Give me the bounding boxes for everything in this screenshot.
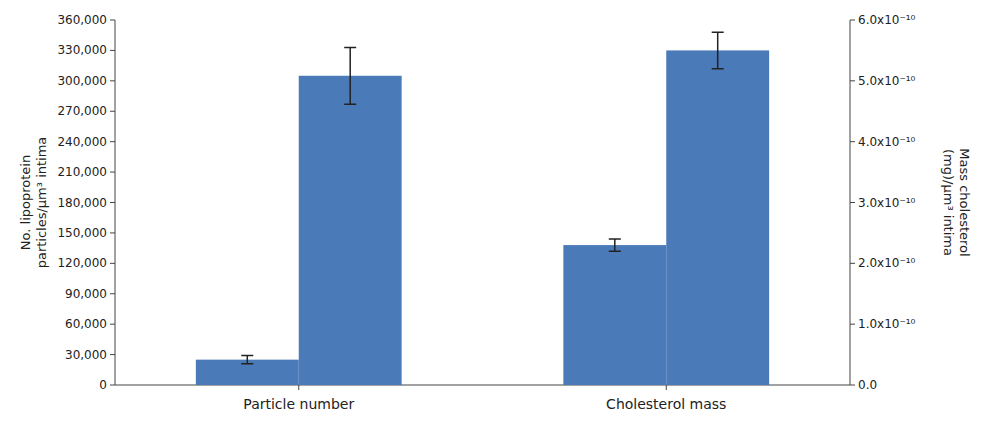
y-axis: 0 30,000 60,000 90,000 120,000 150,000 180,000… [57, 13, 115, 392]
y-tick-label: 0 [99, 378, 107, 392]
y2-tick [850, 324, 855, 325]
y2-tick-label: 1.0x10⁻¹⁰ [858, 317, 916, 331]
error-bar [712, 32, 724, 68]
y-tick [110, 385, 115, 386]
y2-tick-label: 2.0x10⁻¹⁰ [858, 256, 916, 270]
y2-axis-label: Mass cholesterol(mg)/μm³ intima [941, 148, 972, 256]
x-tick-label: Cholesterol mass [606, 396, 726, 412]
y2-tick [850, 20, 855, 21]
y-tick [110, 20, 115, 21]
y-tick-label: 270,000 [57, 104, 107, 118]
y-tick-label: 330,000 [57, 43, 107, 57]
y-tick [110, 232, 115, 233]
y2-tick-label: 0.0 [858, 378, 877, 392]
y-tick-label: 300,000 [57, 74, 107, 88]
y2-tick [850, 385, 855, 386]
y-tick [110, 202, 115, 203]
y-axis-label: No. lipoproteinparticles/μm³ intima [18, 137, 49, 269]
bar [563, 245, 666, 385]
x-tick [298, 385, 299, 390]
y-tick-label: 240,000 [57, 135, 107, 149]
y-tick [110, 141, 115, 142]
y2-axis-label-line: Mass cholesterol [957, 148, 972, 256]
y-axis-label-line: No. lipoprotein [18, 155, 33, 250]
y2-axis-label-line: (mg)/μm³ intima [941, 149, 956, 256]
chart: 0 30,000 60,000 90,000 120,000 150,000 180,000… [0, 0, 1001, 430]
y-tick [110, 80, 115, 81]
y2-tick [850, 141, 855, 142]
y2-tick-label: 6.0x10⁻¹⁰ [858, 13, 916, 27]
y-tick [110, 111, 115, 112]
y-tick [110, 50, 115, 51]
y-tick [110, 263, 115, 264]
y2-tick [850, 80, 855, 81]
y-tick [110, 324, 115, 325]
y2-tick-label: 4.0x10⁻¹⁰ [858, 135, 916, 149]
error-bar [609, 239, 621, 251]
y-tick-label: 180,000 [57, 196, 107, 210]
chart-container: 0 30,000 60,000 90,000 120,000 150,000 180,000… [0, 0, 1001, 430]
y2-tick-label: 5.0x10⁻¹⁰ [858, 74, 916, 88]
x-tick-label: Particle number [243, 396, 354, 412]
y-tick-label: 150,000 [57, 226, 107, 240]
y2-tick [850, 263, 855, 264]
y-tick-label: 210,000 [57, 165, 107, 179]
x-axis: Particle number Cholesterol mass [115, 385, 850, 412]
x-tick [666, 385, 667, 390]
y-tick-label: 60,000 [65, 317, 107, 331]
plot-area [196, 32, 769, 385]
y2-tick-label: 3.0x10⁻¹⁰ [858, 196, 916, 210]
y-axis-label-line: particles/μm³ intima [34, 137, 49, 269]
y-tick-label: 360,000 [57, 13, 107, 27]
y-tick [110, 172, 115, 173]
y-tick [110, 354, 115, 355]
bar [666, 50, 769, 385]
error-bar [344, 47, 356, 104]
y-tick-label: 90,000 [65, 287, 107, 301]
error-bar [241, 356, 253, 364]
y-tick-label: 120,000 [57, 256, 107, 270]
y-tick [110, 293, 115, 294]
y2-axis: 0.0 1.0x10⁻¹⁰ 2.0x10⁻¹⁰ 3.0x10⁻¹⁰ 4.0x10⁻¹⁰ 5… [850, 13, 916, 392]
y-tick-label: 30,000 [65, 348, 107, 362]
bar [299, 76, 402, 385]
y2-tick [850, 202, 855, 203]
